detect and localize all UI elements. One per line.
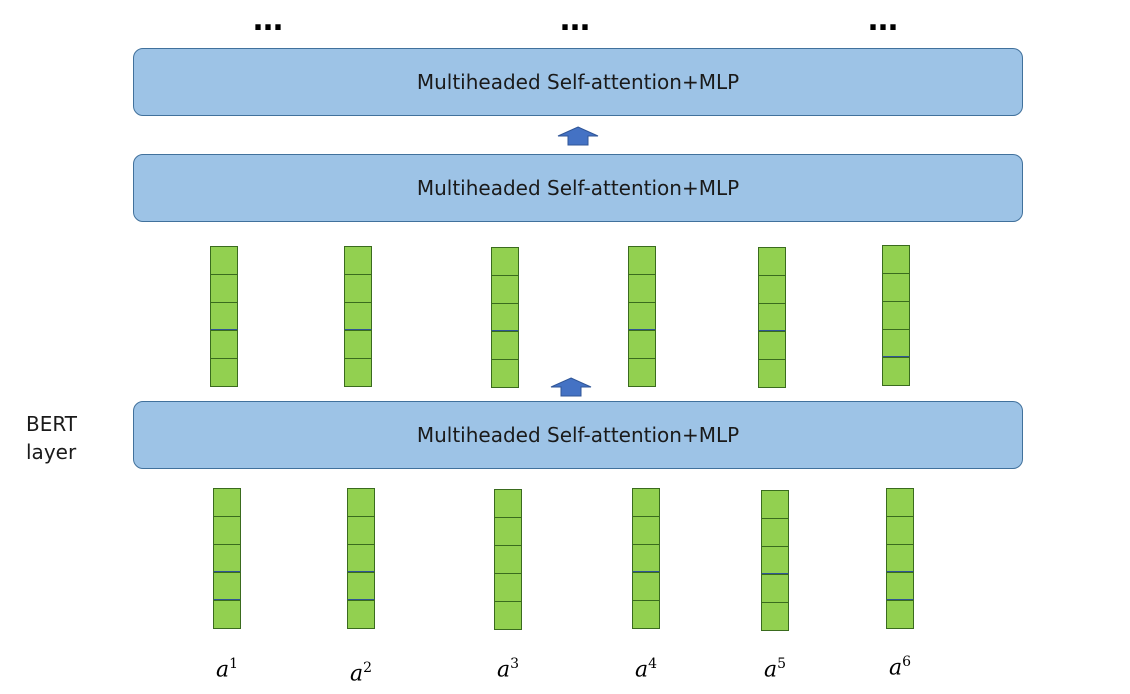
output-vector-2 (344, 246, 372, 387)
token-label-1: a1 (215, 656, 239, 683)
attention-block-bottom-label: Multiheaded Self-attention+MLP (416, 423, 740, 447)
input-vector-3 (494, 489, 522, 630)
attention-block-top: Multiheaded Self-attention+MLP (133, 48, 1023, 116)
output-vector-1 (210, 246, 238, 387)
input-vector-5 (761, 490, 789, 631)
ellipsis-right: … (868, 3, 902, 38)
up-arrow-icon-lower (550, 377, 592, 397)
input-vector-4 (632, 488, 660, 629)
output-vector-5 (758, 247, 786, 388)
token-label-4: a4 (634, 656, 658, 683)
attention-block-top-label: Multiheaded Self-attention+MLP (416, 70, 740, 94)
up-arrow-icon-upper (557, 126, 599, 146)
bert-layer-label-line2: layer (26, 440, 77, 464)
input-vector-2 (347, 488, 375, 629)
input-vector-1 (213, 488, 241, 629)
ellipsis-center: … (560, 3, 594, 38)
ellipsis-left: … (253, 3, 287, 38)
attention-block-middle-label: Multiheaded Self-attention+MLP (416, 176, 740, 200)
output-vector-6 (882, 245, 910, 386)
bert-layer-label-line1: BERT (26, 412, 78, 436)
input-vector-6 (886, 488, 914, 629)
attention-block-bottom: Multiheaded Self-attention+MLP (133, 401, 1023, 469)
output-vector-4 (628, 246, 656, 387)
token-label-3: a3 (496, 656, 520, 683)
output-vector-3 (491, 247, 519, 388)
token-label-2: a2 (349, 660, 373, 687)
bert-layer-label: BERT layer (26, 410, 77, 466)
attention-block-middle: Multiheaded Self-attention+MLP (133, 154, 1023, 222)
token-label-5: a5 (763, 656, 787, 683)
token-label-6: a6 (888, 654, 912, 681)
